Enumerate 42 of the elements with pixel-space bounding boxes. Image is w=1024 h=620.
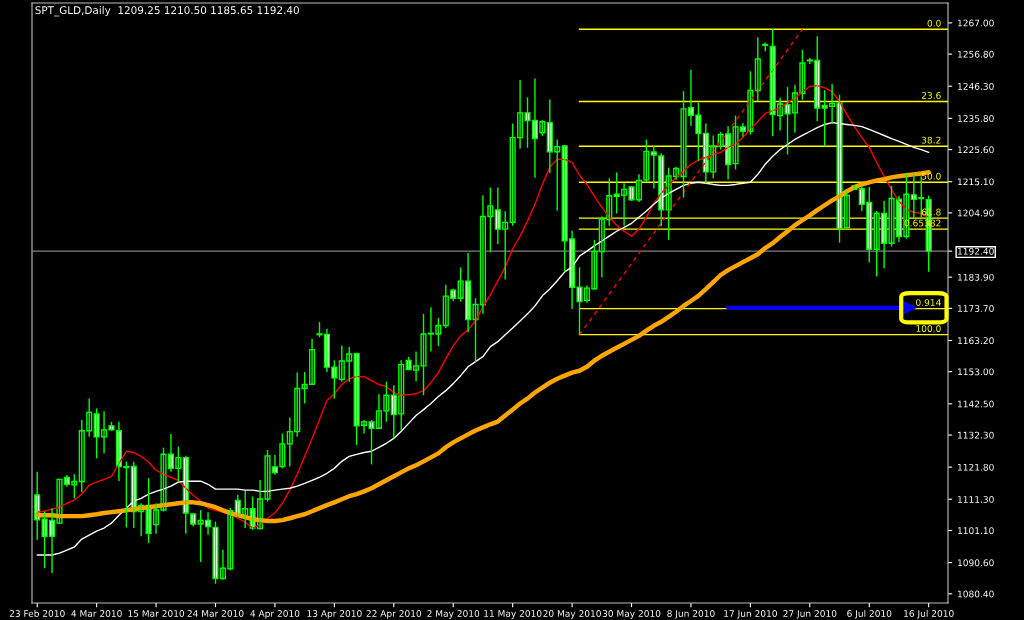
- y-tick-label: 1142.50: [958, 400, 994, 408]
- annotation: 38.2: [921, 136, 941, 144]
- x-tick-label: 30 May 2010: [602, 610, 661, 619]
- x-tick-label: 11 May 2010: [484, 610, 542, 619]
- y-tick-label: 1080.40: [958, 590, 994, 598]
- y-tick-label: 1235.80: [958, 115, 994, 122]
- x-tick-label: 6 Jul 2010: [847, 609, 892, 619]
- annotation: 23.6: [921, 92, 941, 99]
- annotation: 0.914: [916, 299, 941, 306]
- y-tick-label: 1163.20: [958, 337, 994, 345]
- y-tick-label: 1225.60: [958, 146, 994, 154]
- y-tick-label: 1246.30: [958, 82, 994, 90]
- y-tick-label: 1183.90: [958, 273, 994, 281]
- annotation: 50.0: [921, 172, 941, 180]
- x-tick-label: 22 Apr 2010: [366, 610, 422, 619]
- x-tick-label: 4 Apr 2010: [250, 610, 300, 619]
- y-tick-label: 1090.60: [958, 559, 994, 567]
- x-tick-label: 17 Jun 2010: [724, 610, 777, 619]
- chart-title: SPT_GLD,Daily 1209.25 1210.50 1185.65 1192.40: [35, 6, 299, 17]
- y-tick-label: 1121.80: [958, 463, 994, 471]
- x-tick-label: 27 Jun 2010: [783, 610, 837, 619]
- y-tick-label: 1173.70: [958, 305, 994, 312]
- x-tick-label: 23 Feb 2010: [9, 609, 65, 617]
- x-tick-label: 16 Jul 2010: [904, 609, 954, 619]
- annotation: 0.0: [927, 19, 941, 27]
- y-tick-label: 1267.00: [958, 19, 994, 27]
- x-tick-label: 2 May 2010: [427, 610, 480, 619]
- y-tick-label: 1101.10: [958, 527, 994, 535]
- y-tick-label: 1192.40: [958, 247, 994, 255]
- y-tick-label: 1204.90: [958, 209, 994, 217]
- annotation: 100.0: [916, 325, 941, 332]
- y-tick-label: 1111.30: [958, 496, 994, 503]
- x-tick-label: 13 Apr 2010: [307, 610, 362, 619]
- y-tick-label: 1153.00: [958, 368, 994, 376]
- x-tick-label: 24 Mar 2010: [187, 610, 244, 617]
- x-tick-label: 20 May 2010: [543, 610, 601, 619]
- y-tick-label: 1132.30: [958, 431, 994, 439]
- y-tick-label: 1256.80: [958, 50, 994, 58]
- x-tick-label: 4 Mar 2010: [71, 610, 122, 617]
- y-tick-label: 1215.10: [958, 178, 994, 186]
- x-tick-label: 8 Jun 2010: [667, 610, 715, 619]
- x-tick-label: 15 Mar 2010: [128, 610, 185, 617]
